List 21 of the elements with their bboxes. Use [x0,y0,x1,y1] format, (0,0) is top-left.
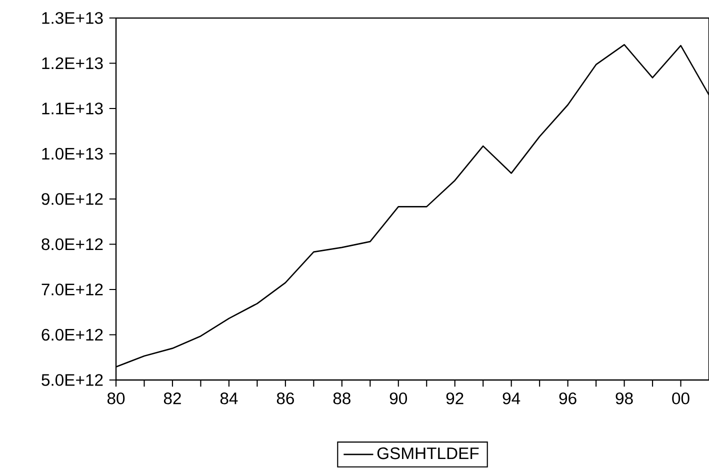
y-tick-label: 5.0E+12 [42,374,103,386]
x-tick-label: 90 [390,392,407,404]
x-tick-label: 88 [333,392,350,404]
x-tick-label: 00 [672,392,690,404]
x-tick-label: 92 [446,392,464,404]
y-tick-label: 1.0E+13 [42,148,103,160]
y-tick-label: 1.3E+13 [42,12,103,24]
y-tick-label: 1.2E+13 [42,57,103,70]
y-tick-label: 1.1E+13 [42,102,103,114]
x-tick-label: 96 [559,392,576,404]
x-tick-label: 82 [164,392,181,404]
x-tick-label: 98 [616,392,633,404]
x-tick-label: 86 [276,392,294,404]
x-tick-label: 80 [107,392,125,404]
y-tick-label: 6.0E+12 [42,328,103,341]
x-tick-label: 94 [502,392,520,404]
legend-label: GSMHTLDEF [377,447,479,460]
y-tick-label: 8.0E+12 [42,238,103,250]
y-tick-label: 7.0E+12 [42,284,103,296]
x-tick-label: 84 [220,392,238,404]
y-tick-label: 9.0E+12 [42,193,103,205]
